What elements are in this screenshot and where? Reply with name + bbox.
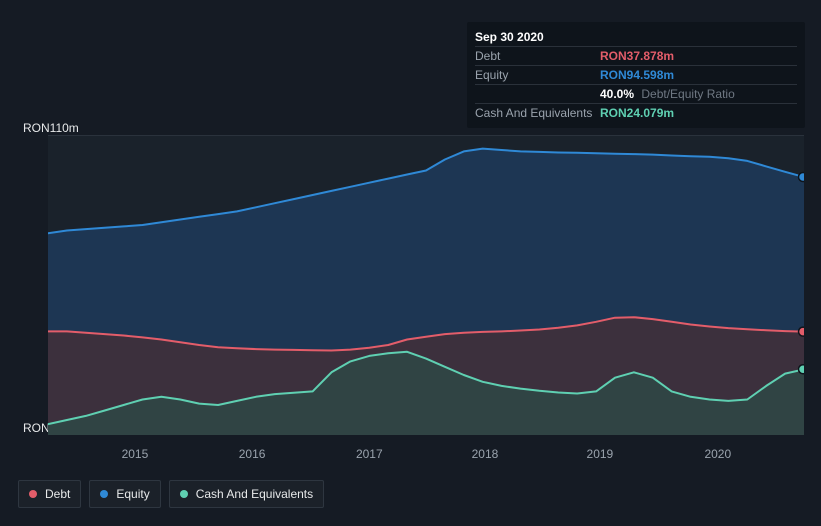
tooltip-row-label bbox=[475, 87, 600, 101]
x-tick-label: 2016 bbox=[239, 447, 266, 461]
tooltip-row: EquityRON94.598m bbox=[475, 65, 797, 84]
tooltip-row: Cash And EquivalentsRON24.079m bbox=[475, 103, 797, 122]
tooltip-title: Sep 30 2020 bbox=[475, 28, 797, 46]
legend-label: Cash And Equivalents bbox=[196, 487, 313, 501]
legend-swatch-icon bbox=[100, 490, 108, 498]
tooltip-row-value: RON37.878m bbox=[600, 49, 674, 63]
legend-item[interactable]: Equity bbox=[89, 480, 160, 508]
tooltip-row-label: Cash And Equivalents bbox=[475, 106, 600, 120]
legend-item[interactable]: Cash And Equivalents bbox=[169, 480, 324, 508]
tooltip-row: DebtRON37.878m bbox=[475, 46, 797, 65]
x-axis: 2015 2016 2017 2018 2019 2020 bbox=[48, 441, 804, 461]
x-tick-label: 2015 bbox=[122, 447, 149, 461]
legend-item[interactable]: Debt bbox=[18, 480, 81, 508]
legend-label: Equity bbox=[116, 487, 149, 501]
legend-swatch-icon bbox=[29, 490, 37, 498]
legend: Debt Equity Cash And Equivalents bbox=[18, 480, 324, 508]
tooltip-panel: Sep 30 2020 DebtRON37.878mEquityRON94.59… bbox=[467, 22, 805, 128]
tooltip-row-value: RON24.079m bbox=[600, 106, 674, 120]
y-axis-max-label: RON110m bbox=[23, 121, 79, 135]
chart-plot-area[interactable] bbox=[48, 135, 804, 435]
x-tick-label: 2018 bbox=[472, 447, 499, 461]
tooltip-row-label: Debt bbox=[475, 49, 600, 63]
tooltip-row-value: RON94.598m bbox=[600, 68, 674, 82]
x-tick-label: 2017 bbox=[356, 447, 383, 461]
x-tick-label: 2020 bbox=[704, 447, 731, 461]
end-marker-icon bbox=[799, 173, 805, 182]
legend-swatch-icon bbox=[180, 490, 188, 498]
tooltip-row-value: 40.0% Debt/Equity Ratio bbox=[600, 87, 735, 101]
legend-label: Debt bbox=[45, 487, 70, 501]
end-marker-icon bbox=[799, 327, 805, 336]
end-marker-icon bbox=[799, 365, 805, 374]
tooltip-row: 40.0% Debt/Equity Ratio bbox=[475, 84, 797, 103]
x-tick-label: 2019 bbox=[587, 447, 614, 461]
tooltip-row-label: Equity bbox=[475, 68, 600, 82]
